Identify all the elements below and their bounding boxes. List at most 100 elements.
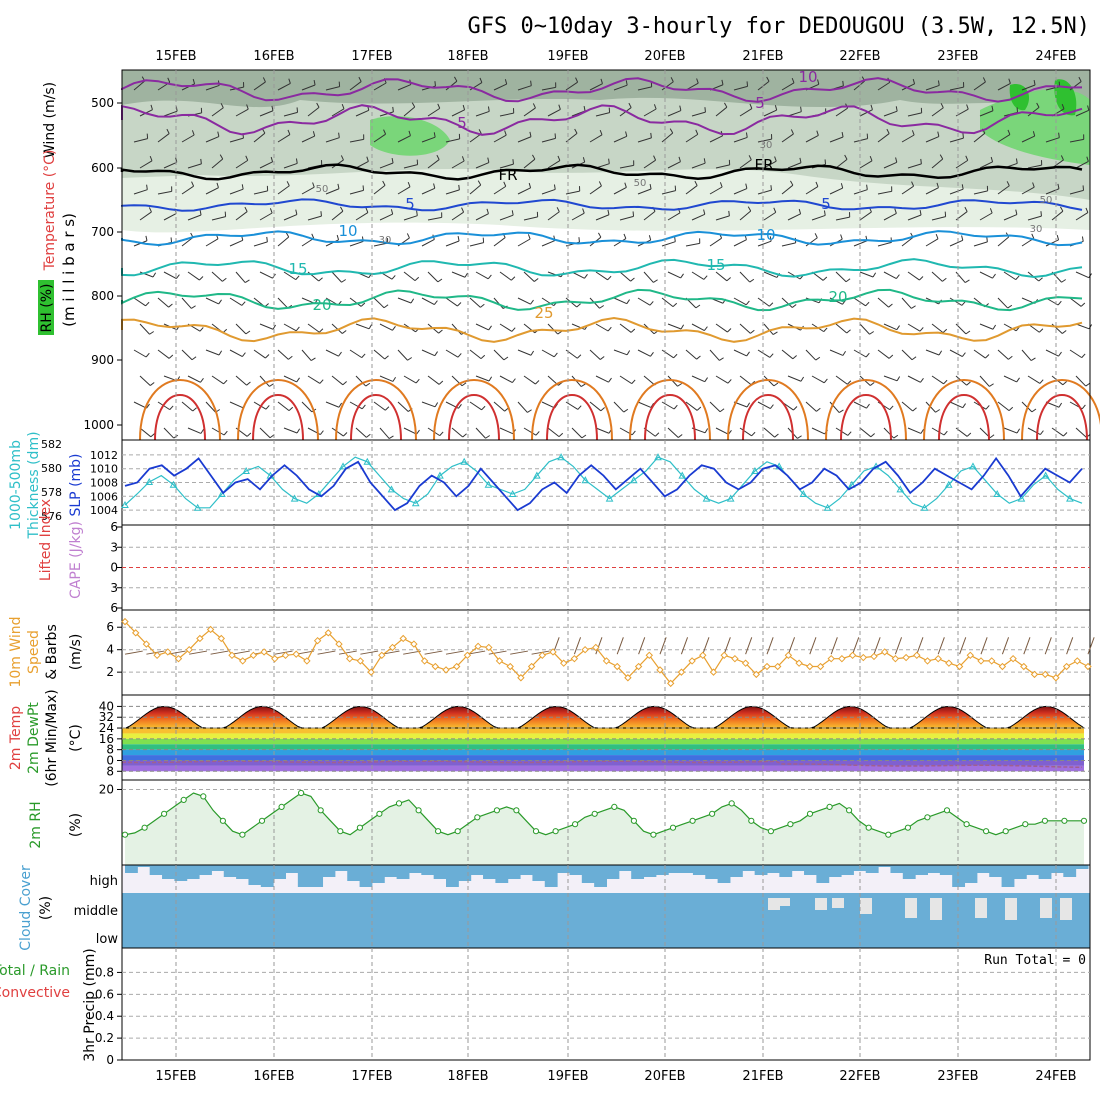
thickness-tick-label: 578 xyxy=(41,486,62,499)
wind10-barb xyxy=(894,637,903,655)
wind10-barb xyxy=(317,650,336,655)
wind-barb xyxy=(888,354,894,359)
wind10-barb xyxy=(1044,637,1052,655)
temp-contour xyxy=(121,77,1083,103)
wind-barb xyxy=(691,271,705,280)
wind-barb xyxy=(907,163,922,169)
wind-barb xyxy=(625,80,628,86)
wind-barb xyxy=(336,234,340,241)
wind-barb xyxy=(499,271,512,281)
contour-label: 20 xyxy=(312,296,331,314)
y-tick-label: 800 xyxy=(91,289,114,303)
upper-air-panel: 500 600 700 800 900 1000 10 5 5 FR FR 5 5 10 10 15 15 20 2… xyxy=(38,68,1100,441)
wind-barb xyxy=(637,188,652,195)
contour-label: 10 xyxy=(756,226,775,244)
wind-barb xyxy=(992,273,996,279)
temp-contour-arch xyxy=(938,394,990,441)
wind-barb xyxy=(1069,81,1082,91)
wind-barb xyxy=(986,236,988,242)
wind-barb xyxy=(379,213,393,221)
wind-barb xyxy=(750,329,755,334)
thickness-point xyxy=(896,485,905,493)
label-cape: CAPE (J/kg) xyxy=(68,521,84,599)
wind-barb xyxy=(166,128,170,134)
wind10-point xyxy=(442,666,450,674)
wind-barb xyxy=(1051,210,1064,221)
wind-barb xyxy=(949,401,963,409)
wind10-point xyxy=(292,650,300,658)
temp-contour xyxy=(121,288,1083,312)
wind-barb xyxy=(866,184,868,190)
side-labels: (m i l l i b a r s) Wind (m/s) Temperatu… xyxy=(0,82,1086,1062)
cloud-mid-gap xyxy=(930,898,942,920)
wind-barb xyxy=(935,409,941,413)
wind-barb xyxy=(990,156,994,163)
wind-barb xyxy=(288,78,291,84)
wind-barb xyxy=(517,401,528,413)
wind-barb xyxy=(307,106,320,117)
wind10-barb xyxy=(873,637,881,655)
wind10-point xyxy=(859,653,868,662)
rh-point xyxy=(1002,828,1009,835)
wind-barb xyxy=(211,158,224,169)
wind10-point xyxy=(174,654,183,663)
wind-barb xyxy=(853,240,868,247)
wind-barb xyxy=(695,129,699,135)
wind10-point xyxy=(527,662,536,671)
wind-barb xyxy=(1045,349,1059,357)
wind-barb xyxy=(877,241,892,247)
temp-contour-arch xyxy=(644,394,696,441)
wind10-barb xyxy=(959,637,967,655)
wind-barb xyxy=(901,83,915,91)
wind-barb xyxy=(619,164,634,169)
rh2m-panel: 20 xyxy=(99,779,1091,866)
wind-barb xyxy=(533,278,539,282)
wind-barb xyxy=(608,158,610,164)
wind-barb xyxy=(392,106,394,112)
wind-barb xyxy=(295,209,298,215)
wind-barb xyxy=(285,232,290,238)
dewpoint-line xyxy=(122,760,1083,769)
rh-point xyxy=(219,817,226,824)
wind10-point xyxy=(164,648,172,656)
wind-barb xyxy=(912,78,916,85)
wind-barb xyxy=(181,349,193,361)
wind-barb xyxy=(1008,355,1013,360)
wind-barb xyxy=(451,109,465,117)
wind-barb xyxy=(845,278,851,283)
wind-barb xyxy=(325,349,339,357)
wind10-point xyxy=(206,625,215,634)
wind-barb xyxy=(673,353,678,359)
cloud-high-bar xyxy=(495,865,509,883)
wind-barb xyxy=(653,279,658,283)
wind-barb xyxy=(696,78,699,84)
label-rh: RH (%) xyxy=(39,284,55,333)
label-wind: Wind (m/s) xyxy=(42,82,58,158)
wind10-point xyxy=(228,651,236,660)
thickness-point xyxy=(145,477,154,486)
wind-barb xyxy=(1051,427,1064,437)
wind-barb xyxy=(964,206,968,212)
wind-barb xyxy=(479,77,483,83)
wind10-point xyxy=(613,662,621,671)
y-tick-label: 40 xyxy=(99,699,114,713)
wind-barb xyxy=(438,329,443,334)
wind-barb xyxy=(462,433,467,438)
rh-point xyxy=(258,817,266,824)
wind-barb xyxy=(727,379,732,384)
wind-barb xyxy=(715,375,729,384)
wind-barb xyxy=(769,404,774,409)
wind-barb xyxy=(719,357,724,361)
wind10-point xyxy=(335,640,343,648)
wind-barb xyxy=(421,349,435,357)
wind-barb xyxy=(1015,209,1018,215)
wind-barb xyxy=(781,133,794,143)
wind-barb xyxy=(358,76,362,82)
wind-barb xyxy=(805,237,818,247)
wind-barb xyxy=(805,401,817,412)
rh-point xyxy=(474,814,481,821)
wind-barb xyxy=(349,401,363,410)
wind-barb xyxy=(907,323,921,332)
cloud-high-bar xyxy=(668,865,682,873)
